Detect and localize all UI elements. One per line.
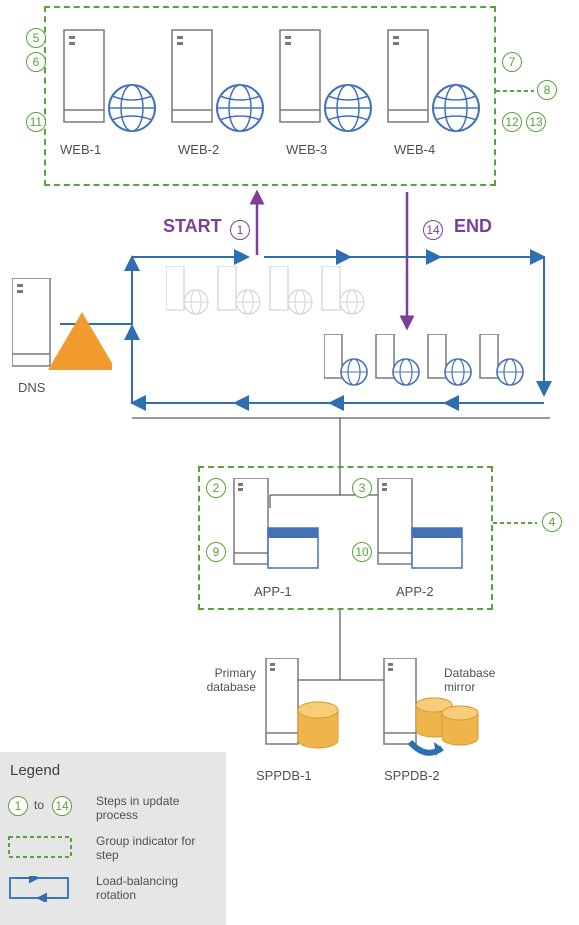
triangle-icon [48, 312, 112, 370]
server-db-2 [384, 658, 416, 744]
legend-dashed-icon [8, 836, 72, 858]
server-app-1 [234, 478, 268, 564]
label-app-1: APP-1 [254, 584, 292, 599]
step-10: 10 [352, 542, 372, 562]
step-9: 9 [206, 542, 226, 562]
db-svg [260, 658, 520, 768]
app-window-icon [268, 528, 318, 568]
database-icon [442, 706, 478, 745]
legend-row2-text: Group indicator for step [96, 834, 216, 862]
step-2: 2 [206, 478, 226, 498]
dns-label: DNS [18, 380, 45, 395]
label-app-2: APP-2 [396, 584, 434, 599]
app-window-icon [412, 528, 462, 568]
server-db-1 [266, 658, 298, 744]
legend-box: Legend 1 to 14 Steps in update process G… [0, 752, 226, 925]
legend-row1-text: Steps in update process [96, 794, 216, 822]
label-db-2: SPPDB-2 [384, 768, 440, 783]
faded-web-row [166, 266, 376, 318]
dns-block [12, 278, 112, 378]
step-4: 4 [542, 512, 562, 532]
legend-step-b: 14 [52, 796, 72, 816]
legend-to: to [34, 798, 44, 812]
label-db-1: SPPDB-1 [256, 768, 312, 783]
step-3: 3 [352, 478, 372, 498]
primary-db-label: Primary database [196, 666, 256, 694]
mini-web-row [324, 334, 544, 394]
app-servers-svg [198, 478, 498, 618]
server-app-2 [378, 478, 412, 564]
legend-row3-text: Load-balancing rotation [96, 874, 216, 902]
database-icon [298, 702, 338, 748]
legend-rotation-icon [8, 876, 72, 902]
legend-step-a: 1 [8, 796, 28, 816]
legend-title: Legend [10, 762, 60, 779]
